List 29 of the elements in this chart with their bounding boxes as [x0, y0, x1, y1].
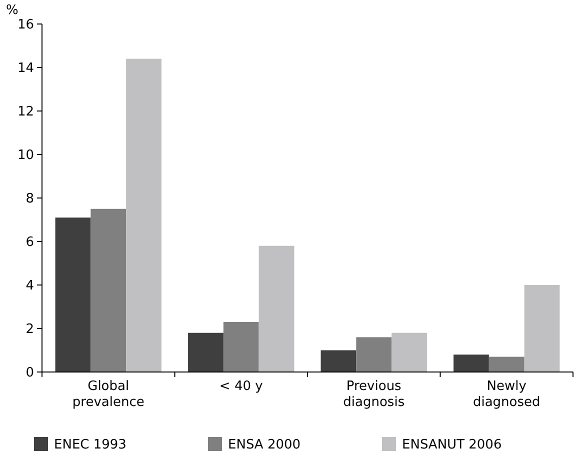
bar: [126, 58, 162, 372]
bar: [320, 350, 356, 372]
y-axis-title: %: [6, 3, 18, 18]
bar: [258, 246, 294, 372]
bar: [524, 285, 560, 372]
y-tick-label: 0: [26, 366, 34, 381]
y-tick-label: 6: [26, 235, 34, 250]
bar: [188, 332, 224, 372]
x-tick-label: < 40 y: [219, 379, 264, 394]
bar: [392, 332, 427, 372]
legend-label: ENSA 2000: [228, 438, 301, 453]
bar: [454, 354, 489, 372]
x-tick-label: Global prevalence: [72, 379, 144, 410]
bar: [356, 337, 392, 372]
x-tick-label: Newly diagnosed: [472, 379, 540, 410]
y-tick-label: 12: [17, 104, 34, 120]
y-tick-label: 16: [17, 18, 34, 33]
bar: [488, 356, 524, 372]
y-tick-label: 8: [26, 192, 34, 207]
bar: [90, 208, 126, 372]
y-tick-label: 4: [26, 278, 34, 294]
y-tick-label: 14: [17, 61, 34, 76]
bar: [223, 322, 259, 372]
y-tick-label: 10: [17, 148, 34, 164]
x-tick-label: Previous diagnosis: [343, 379, 405, 410]
legend-label: ENEC 1993: [54, 438, 126, 453]
legend-label: ENSANUT 2006: [402, 438, 502, 453]
y-tick-label: 2: [26, 322, 34, 338]
bar: [55, 218, 91, 372]
